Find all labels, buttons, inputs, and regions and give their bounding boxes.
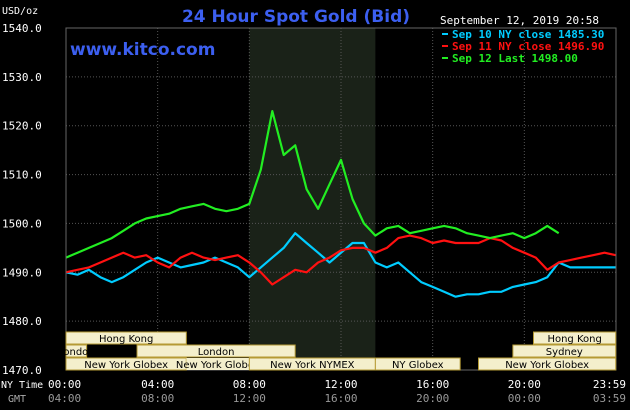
x-tick-label-ny: 20:00 xyxy=(508,378,541,391)
market-bar-rect xyxy=(65,344,88,358)
legend-entry-sep11: Sep 11 NY close 1496.90 xyxy=(452,40,604,53)
x-tick-label-ny: 12:00 xyxy=(324,378,357,391)
market-session-bars: Hong Kong London London New York Globex New … xyxy=(58,331,617,371)
chart-timestamp: September 12, 2019 20:58 xyxy=(440,14,599,27)
market-bar-rect xyxy=(478,357,617,371)
market-bar: Hong Kong xyxy=(533,331,617,345)
x-tick-label-gmt: 03:59 xyxy=(593,392,626,405)
market-bar-label: Hong Kong xyxy=(99,334,153,345)
y-tick-label: 1540.0 xyxy=(2,22,42,35)
market-bar-label: New York Globex xyxy=(505,360,589,371)
x-tick-label-ny: 16:00 xyxy=(416,378,449,391)
x-tick-label-gmt: 16:00 xyxy=(324,392,357,405)
market-bar: Sydney xyxy=(512,344,617,358)
market-bar-label: New York Globex xyxy=(176,360,260,371)
legend-swatch-sep10 xyxy=(442,33,448,35)
x-tick-label-gmt: 08:00 xyxy=(141,392,174,405)
market-bar-label: London xyxy=(198,347,235,358)
market-bar-rect xyxy=(65,331,187,345)
chart-title: 24 Hour Spot Gold (Bid) xyxy=(182,7,410,27)
y-tick-label: 1530.0 xyxy=(2,71,42,84)
market-bar: New York Globex xyxy=(478,357,617,371)
y-tick-label: 1490.0 xyxy=(2,266,42,279)
chart-axes: 1540.0 1530.0 1520.0 1510.0 1500.0 1490.0 1480… xyxy=(2,22,626,405)
market-bar: New York Globex xyxy=(65,357,187,371)
x-tick-label-gmt: 04:00 xyxy=(48,392,81,405)
market-bar-rect xyxy=(186,358,250,370)
x-row-label-ny: NY Time xyxy=(1,380,43,391)
market-bar-rect xyxy=(533,331,617,345)
market-bar-label: Sydney xyxy=(546,347,583,358)
x-tick-label-ny: 08:00 xyxy=(233,378,266,391)
market-bar-rect xyxy=(374,357,461,371)
y-tick-label: 1510.0 xyxy=(2,169,42,182)
x-tick-label-ny: 23:59 xyxy=(593,378,626,391)
market-bar-label: New York Globex xyxy=(84,360,168,371)
series-line-sep10 xyxy=(65,232,616,298)
market-bar: London xyxy=(136,344,296,358)
market-bar-label: Hong Kong xyxy=(547,334,601,345)
legend-swatch-sep11 xyxy=(442,45,448,47)
legend-swatch-sep12 xyxy=(442,57,448,59)
y-tick-label: 1520.0 xyxy=(2,120,42,133)
market-bar-label: London xyxy=(58,347,95,358)
price-series xyxy=(65,109,617,298)
x-tick-label-gmt: 12:00 xyxy=(233,392,266,405)
market-bar-rect xyxy=(512,344,617,358)
series-line-sep11 xyxy=(65,234,617,286)
y-tick-label: 1480.0 xyxy=(2,315,42,328)
market-bar-label: New York NYMEX xyxy=(270,360,355,371)
legend-entry-sep12: Sep 12 Last 1498.00 xyxy=(452,52,578,65)
legend-entry-sep10: Sep 10 NY close 1485.30 xyxy=(452,28,604,41)
y-axis-unit-label: USD/oz xyxy=(2,6,38,17)
market-bar: NY Globex xyxy=(374,357,461,371)
x-tick-label-gmt: 00:00 xyxy=(508,392,541,405)
watermark-label: www.kitco.com xyxy=(70,40,215,60)
y-tick-label: 1500.0 xyxy=(2,217,42,230)
legend: Sep 10 NY close 1485.30 Sep 11 NY close … xyxy=(442,28,604,65)
market-bar: London xyxy=(58,344,95,358)
y-tick-label: 1470.0 xyxy=(2,364,42,377)
market-bar: New York Globex xyxy=(176,358,260,371)
x-tick-label-ny: 00:00 xyxy=(48,378,81,391)
market-bar: New York NYMEX xyxy=(248,357,376,371)
series-line-sep12 xyxy=(65,109,560,259)
market-bar-rect xyxy=(136,344,296,358)
x-tick-label-gmt: 20:00 xyxy=(416,392,449,405)
x-tick-label-ny: 04:00 xyxy=(141,378,174,391)
market-bar: Hong Kong xyxy=(65,331,187,345)
market-bar-label: NY Globex xyxy=(392,360,444,371)
x-row-label-gmt: GMT xyxy=(8,394,26,405)
